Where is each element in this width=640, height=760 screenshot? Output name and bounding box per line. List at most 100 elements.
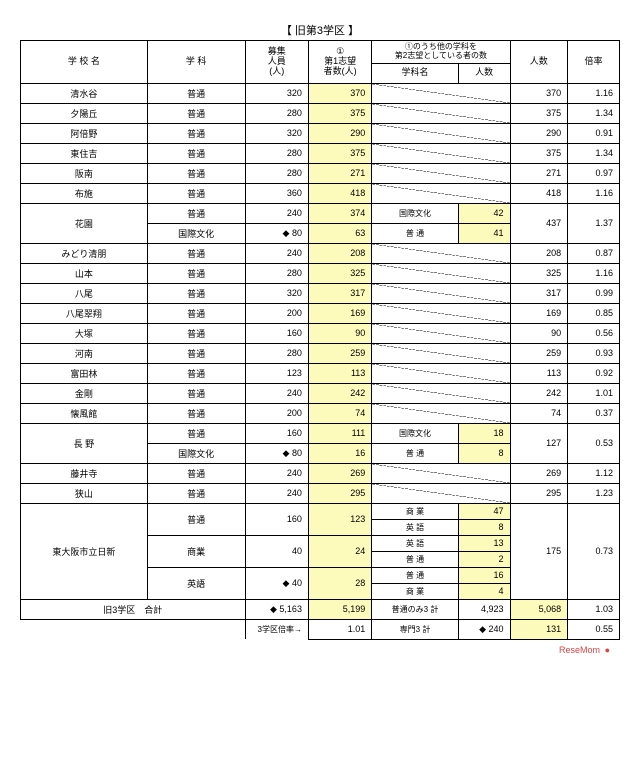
- cell: 242: [308, 383, 371, 403]
- diag-cell: [372, 323, 510, 343]
- cell: 1.16: [568, 83, 620, 103]
- school-cell: 懐風館: [21, 403, 148, 423]
- cell: 16: [458, 567, 510, 583]
- cell: 0.55: [568, 619, 620, 639]
- cell: 374: [308, 203, 371, 223]
- cell: 1.37: [568, 203, 620, 243]
- cell: 普 通: [372, 223, 458, 243]
- table-container: 【 旧第3学区 】 学 校 名 学 科 募集 人員 (人) ① 第1志望 者数(…: [20, 20, 620, 655]
- diag-cell: [372, 383, 510, 403]
- cell: 5,199: [308, 599, 371, 619]
- school-cell: 清水谷: [21, 83, 148, 103]
- cell: 375: [308, 143, 371, 163]
- cell: 普 通: [372, 443, 458, 463]
- cell: 1.01: [308, 619, 371, 639]
- cell: 0.93: [568, 343, 620, 363]
- cell: 295: [308, 483, 371, 503]
- cell: 普通: [147, 303, 245, 323]
- cell: 131: [510, 619, 568, 639]
- school-cell: 狭山: [21, 483, 148, 503]
- cell: 3学区倍率→: [245, 619, 308, 639]
- cell: 295: [510, 483, 568, 503]
- hdr-count2: 人数: [458, 63, 510, 83]
- school-cell: 藤井寺: [21, 463, 148, 483]
- hdr-cap: 募集 人員 (人): [245, 41, 308, 84]
- cell: 専門3 計: [372, 619, 458, 639]
- cell: 1.12: [568, 463, 620, 483]
- cell: 325: [308, 263, 371, 283]
- title: 【 旧第3学区 】: [21, 20, 620, 41]
- cell: 普 通: [372, 551, 458, 567]
- cell: 普通: [147, 123, 245, 143]
- cell: 160: [245, 423, 308, 443]
- cell: 175: [510, 503, 568, 599]
- cell: 320: [245, 83, 308, 103]
- hdr-school: 学 校 名: [21, 41, 148, 84]
- cell: 375: [510, 143, 568, 163]
- school-cell: 阿倍野: [21, 123, 148, 143]
- cell: 74: [308, 403, 371, 423]
- cell: 1.34: [568, 103, 620, 123]
- total-label: 旧3学区 合計: [21, 599, 246, 619]
- cell: 国際文化: [372, 203, 458, 223]
- school-nagano: 長 野: [21, 423, 148, 463]
- cell: 259: [510, 343, 568, 363]
- cell: 123: [308, 503, 371, 535]
- cell: ◆ 240: [458, 619, 510, 639]
- diag-cell: [372, 343, 510, 363]
- cell: 90: [510, 323, 568, 343]
- cell: 90: [308, 323, 371, 343]
- diag-cell: [372, 403, 510, 423]
- school-cell: 山本: [21, 263, 148, 283]
- cell: 259: [308, 343, 371, 363]
- cell: 208: [510, 243, 568, 263]
- cell: 320: [245, 123, 308, 143]
- cell: 0.99: [568, 283, 620, 303]
- cell: 1.16: [568, 183, 620, 203]
- cell: 0.53: [568, 423, 620, 463]
- cell: 280: [245, 343, 308, 363]
- cell: 0.56: [568, 323, 620, 343]
- cell: 42: [458, 203, 510, 223]
- cell: 280: [245, 163, 308, 183]
- cell: 普通: [147, 343, 245, 363]
- cell: 8: [458, 443, 510, 463]
- cell: 4: [458, 583, 510, 599]
- hdr-ratio: 倍率: [568, 41, 620, 84]
- cell: 240: [245, 203, 308, 223]
- cell: 普通: [147, 323, 245, 343]
- cell: 271: [510, 163, 568, 183]
- cell: 240: [245, 483, 308, 503]
- cell: 0.73: [568, 503, 620, 599]
- diag-cell: [372, 363, 510, 383]
- school-cell: 八尾: [21, 283, 148, 303]
- school-cell: 布施: [21, 183, 148, 203]
- cell: 127: [510, 423, 568, 463]
- cell: 16: [308, 443, 371, 463]
- cell: 375: [308, 103, 371, 123]
- cell: 普通: [147, 423, 245, 443]
- cell: 320: [245, 283, 308, 303]
- cell: 0.97: [568, 163, 620, 183]
- cell: 240: [245, 383, 308, 403]
- cell: 269: [308, 463, 371, 483]
- cell: 普通: [147, 463, 245, 483]
- cell: 437: [510, 203, 568, 243]
- cell: 280: [245, 103, 308, 123]
- diag-cell: [372, 263, 510, 283]
- diag-cell: [372, 163, 510, 183]
- cell: 271: [308, 163, 371, 183]
- cell: 普通: [147, 143, 245, 163]
- diag-cell: [372, 83, 510, 103]
- cell: 240: [245, 463, 308, 483]
- cell: 普通: [147, 503, 245, 535]
- diag-cell: [372, 103, 510, 123]
- cell: 74: [510, 403, 568, 423]
- school-nisshin: 東大阪市立日新: [21, 503, 148, 599]
- cell: 242: [510, 383, 568, 403]
- cell: 47: [458, 503, 510, 519]
- cell: 111: [308, 423, 371, 443]
- cell: 国際文化: [147, 443, 245, 463]
- diag-cell: [372, 243, 510, 263]
- school-cell: 阪南: [21, 163, 148, 183]
